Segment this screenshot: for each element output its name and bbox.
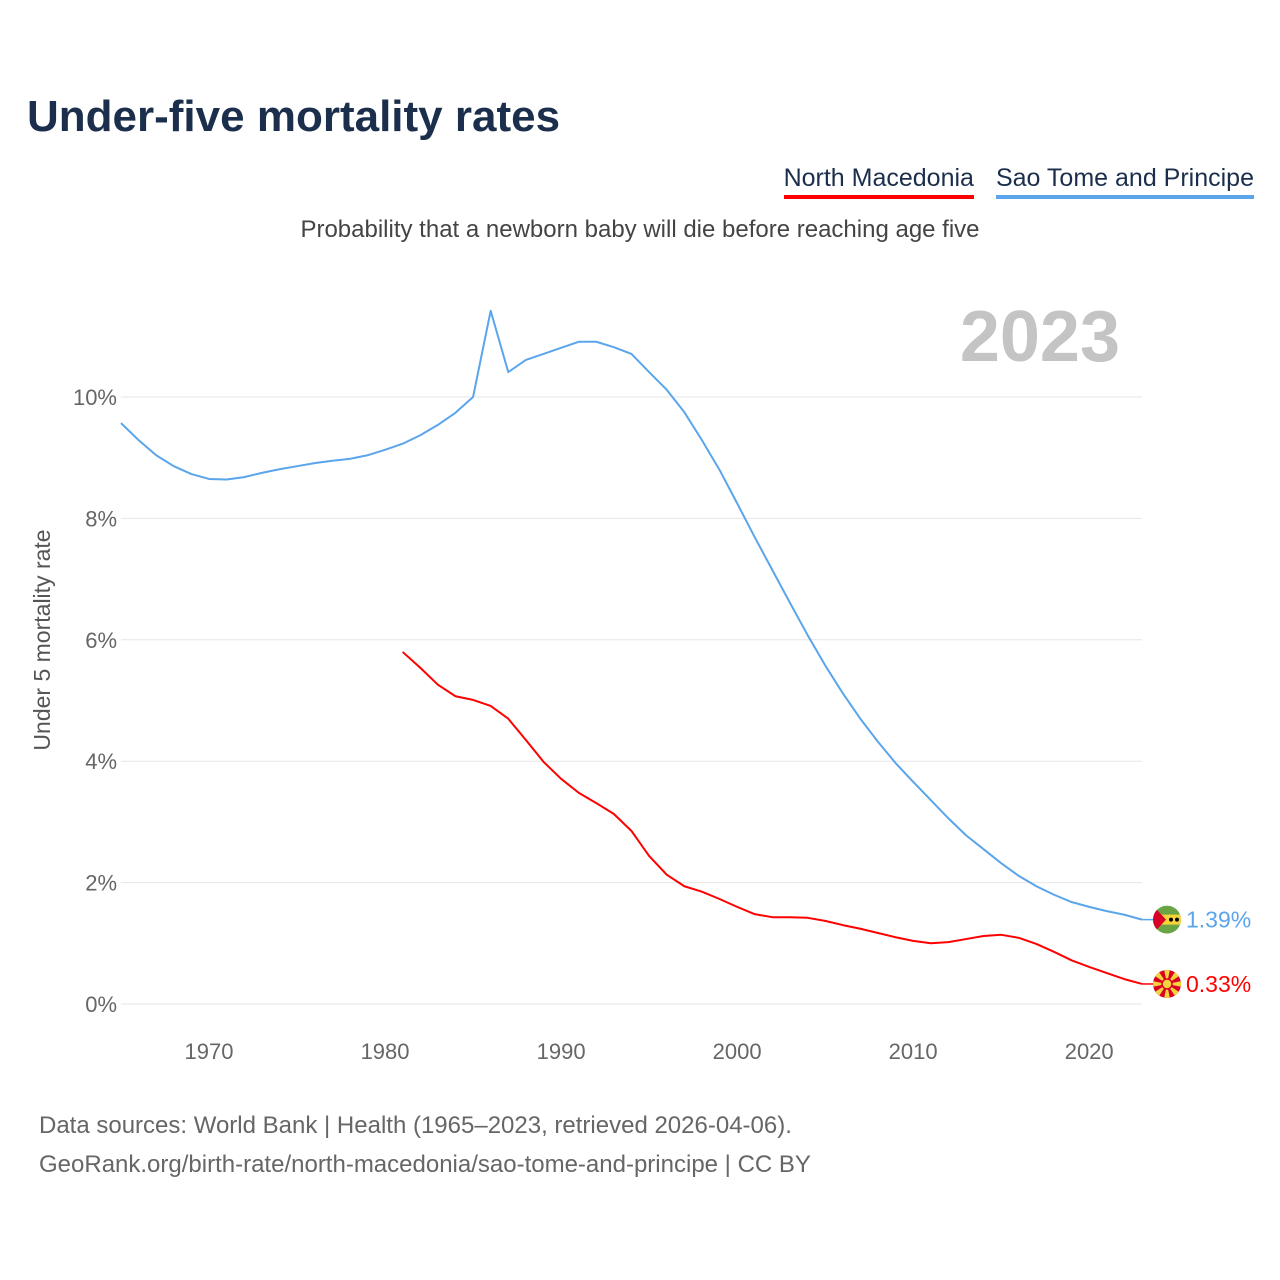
- legend-north-macedonia[interactable]: North Macedonia: [783, 164, 974, 199]
- flag-yellow: [1153, 914, 1181, 925]
- chart-subtitle: Probability that a newborn baby will die…: [300, 216, 980, 243]
- flag-graphic: [1153, 969, 1181, 998]
- footer-link[interactable]: GeoRank.org/birth-rate/north-macedonia/s…: [39, 1151, 811, 1178]
- legend-sao-tome[interactable]: Sao Tome and Principe: [995, 164, 1254, 199]
- x-tick-label: 2000: [713, 1039, 762, 1064]
- flag-ray: [1153, 979, 1167, 988]
- x-tick-label: 1990: [537, 1039, 586, 1064]
- y-tick-label: 8%: [85, 506, 117, 531]
- y-tick-label: 2%: [85, 871, 117, 896]
- footer-sources: Data sources: World Bank | Health (1965–…: [39, 1112, 792, 1139]
- flag-sun: [1161, 978, 1173, 990]
- flag-graphic: [1153, 905, 1181, 934]
- y-tick-label: 10%: [73, 385, 117, 410]
- sao-tome-flag-icon: [1153, 905, 1181, 934]
- flag-red-triangle: [1153, 905, 1166, 934]
- end-value-label: 1.39%: [1186, 907, 1251, 933]
- x-tick-label: 1970: [185, 1039, 234, 1064]
- y-tick-label: 4%: [85, 749, 117, 774]
- x-tick-label: 1980: [361, 1039, 410, 1064]
- flag-star: [1175, 917, 1179, 922]
- series-line-sao-tome-and-principe: [120, 309, 1143, 921]
- x-tick-label: 2020: [1065, 1039, 1114, 1064]
- footer: Data sources: World Bank | Health (1965–…: [39, 1106, 811, 1184]
- flag-star: [1169, 917, 1173, 922]
- flag-ray: [1163, 983, 1171, 998]
- end-value-label: 0.33%: [1186, 971, 1251, 997]
- x-tick-label: 2010: [889, 1039, 938, 1064]
- year-watermark: 2023: [960, 297, 1120, 377]
- north-macedonia-flag-icon: [1153, 969, 1181, 998]
- chart-title: Under-five mortality rates: [27, 92, 561, 141]
- series-line-north-macedonia: [401, 651, 1143, 985]
- legend: North Macedonia Sao Tome and Principe: [783, 164, 1254, 199]
- flag-ray: [1163, 969, 1171, 984]
- y-tick-label: 6%: [85, 628, 117, 653]
- y-tick-label: 0%: [85, 992, 117, 1017]
- flag-ray: [1167, 979, 1181, 988]
- y-axis-label: Under 5 mortality rate: [29, 529, 55, 750]
